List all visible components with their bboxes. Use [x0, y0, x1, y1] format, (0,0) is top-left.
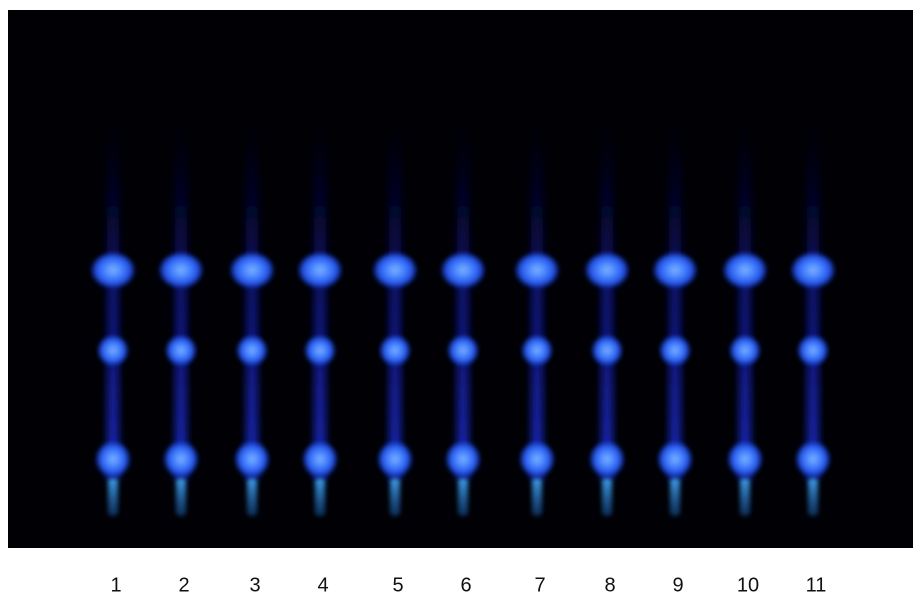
- streak: [807, 120, 819, 480]
- lane-label: 5: [392, 574, 403, 596]
- spot-top: [722, 253, 768, 291]
- lane-labels: 1 2 3 4 5 6 7 8 9 10 11: [110, 574, 826, 596]
- spot-middle: [379, 336, 411, 368]
- spot-bottom: [795, 442, 831, 480]
- spot-middle: [165, 336, 197, 368]
- streak: [601, 120, 613, 480]
- spot-top: [297, 253, 343, 291]
- spot-middle: [591, 336, 623, 368]
- spot-middle: [236, 336, 268, 368]
- lane-label: 2: [178, 574, 189, 596]
- spot-middle: [729, 336, 761, 368]
- spot-bottom: [589, 442, 625, 480]
- spot-top: [790, 253, 836, 291]
- tail: [315, 478, 325, 516]
- streak: [246, 120, 258, 480]
- spot-top: [652, 253, 698, 291]
- lane-label: 8: [604, 574, 615, 596]
- spot-middle: [797, 336, 829, 368]
- spot-middle: [97, 336, 129, 368]
- spot-bottom: [163, 442, 199, 480]
- streak: [314, 120, 326, 480]
- spot-middle: [521, 336, 553, 368]
- tail: [808, 478, 818, 516]
- lane-label: 10: [737, 574, 759, 596]
- spot-top: [584, 253, 630, 291]
- spot-top: [229, 253, 275, 291]
- spot-top: [514, 253, 560, 291]
- tail: [740, 478, 750, 516]
- tail: [670, 478, 680, 516]
- spot-middle: [304, 336, 336, 368]
- spot-bottom: [302, 442, 338, 480]
- tail: [390, 478, 400, 516]
- tail: [532, 478, 542, 516]
- spot-bottom: [377, 442, 413, 480]
- spot-bottom: [95, 442, 131, 480]
- tail: [247, 478, 257, 516]
- tail: [176, 478, 186, 516]
- spot-middle: [447, 336, 479, 368]
- streak: [175, 120, 187, 480]
- streak: [669, 120, 681, 480]
- streak: [457, 120, 469, 480]
- spot-top: [158, 253, 204, 291]
- lane-label: 6: [460, 574, 471, 596]
- lane-label: 3: [249, 574, 260, 596]
- spot-top: [90, 253, 136, 291]
- tail: [458, 478, 468, 516]
- spot-bottom: [657, 442, 693, 480]
- streak: [389, 120, 401, 480]
- streak: [531, 120, 543, 480]
- spot-bottom: [445, 442, 481, 480]
- spot-bottom: [727, 442, 763, 480]
- lane-label: 9: [672, 574, 683, 596]
- lane-label: 1: [110, 574, 121, 596]
- spot-top: [440, 253, 486, 291]
- tail: [602, 478, 612, 516]
- streak: [739, 120, 751, 480]
- spot-middle: [659, 336, 691, 368]
- lanes: [90, 120, 836, 516]
- lane-label: 7: [534, 574, 545, 596]
- spot-bottom: [519, 442, 555, 480]
- lane-label: 11: [806, 574, 827, 596]
- spot-top: [372, 253, 418, 291]
- spot-bottom: [234, 442, 270, 480]
- streak: [107, 120, 119, 480]
- tail: [108, 478, 118, 516]
- lane-label: 4: [317, 574, 328, 596]
